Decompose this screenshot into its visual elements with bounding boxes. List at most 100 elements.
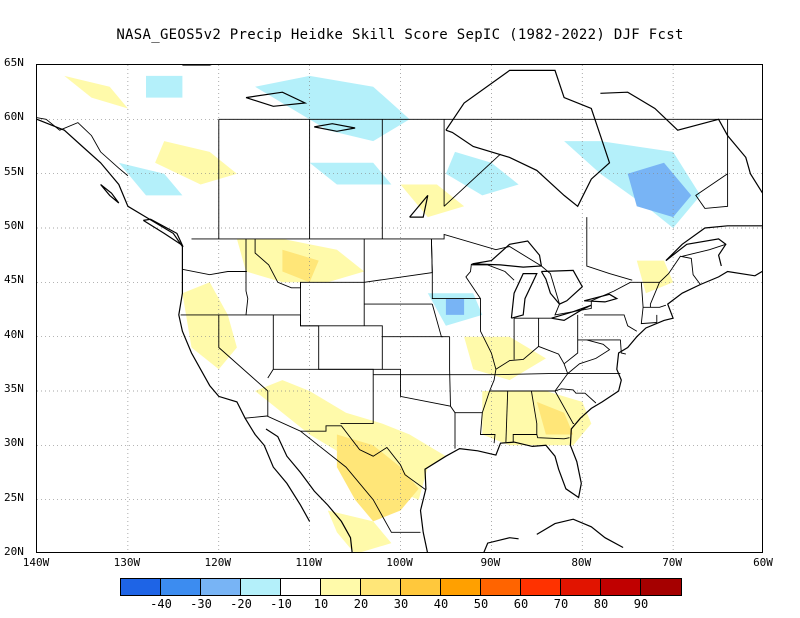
skill-region — [282, 249, 319, 283]
state-border — [567, 339, 611, 374]
skill-region — [64, 75, 128, 109]
skill-region — [445, 298, 465, 315]
legend-label: -10 — [270, 597, 292, 611]
coastline — [536, 518, 624, 549]
skill-region — [627, 162, 692, 218]
coastline — [142, 218, 184, 248]
skill-region — [445, 151, 519, 196]
color-legend — [120, 578, 682, 596]
latitude-label: 45N — [4, 273, 24, 287]
legend-swatch — [401, 579, 441, 595]
skill-region — [482, 391, 592, 446]
latitude-label: 65N — [4, 56, 24, 69]
skill-region — [309, 162, 392, 185]
legend-swatch — [641, 579, 681, 595]
skill-region — [355, 467, 383, 500]
lake-outline — [510, 273, 538, 319]
state-border — [505, 390, 509, 443]
lake-outline — [472, 240, 543, 268]
skill-region — [464, 336, 546, 381]
latitude-label: 35N — [4, 382, 24, 395]
state-border — [563, 314, 579, 365]
skill-region — [255, 75, 410, 142]
state-border — [584, 314, 638, 332]
longitude-label: 70W — [662, 556, 683, 569]
legend-label: 20 — [353, 597, 369, 611]
legend-swatch — [201, 579, 241, 595]
legend-label: 30 — [393, 597, 409, 611]
longitude-label: 60W — [753, 556, 773, 569]
lake-outline — [314, 123, 356, 132]
skill-region — [400, 184, 465, 218]
legend-swatch — [601, 579, 641, 595]
legend-label: -30 — [190, 597, 212, 611]
state-border — [489, 373, 569, 392]
latitude-label: 25N — [4, 490, 24, 504]
legend-swatch — [441, 579, 481, 595]
skill-region — [536, 401, 574, 435]
map-canvas — [37, 65, 762, 552]
state-border — [443, 153, 501, 207]
state-border — [640, 282, 657, 325]
skill-region — [155, 141, 237, 185]
skill-region — [182, 282, 237, 370]
state-border — [218, 314, 269, 416]
state-border — [245, 415, 427, 491]
longitude-label: 80W — [571, 556, 592, 569]
state-border — [191, 233, 701, 316]
skill-region — [146, 75, 183, 98]
legend-swatch — [521, 579, 561, 595]
legend-label: 70 — [553, 597, 569, 611]
coastline — [419, 270, 762, 552]
longitude-label: 140W — [22, 556, 50, 569]
legend-label: 60 — [513, 597, 529, 611]
lake-outline — [409, 195, 429, 218]
state-border — [643, 304, 667, 308]
legend-label: -20 — [230, 597, 252, 611]
latitude-label: 40N — [4, 327, 24, 341]
state-border — [649, 282, 660, 308]
latitude-label: 55N — [4, 164, 24, 178]
state-border — [471, 263, 515, 281]
state-border — [586, 217, 633, 281]
state-border — [267, 314, 274, 379]
latitude-label: 60N — [4, 110, 24, 124]
coastline — [445, 69, 611, 208]
state-border — [554, 388, 597, 404]
longitude-label: 120W — [204, 556, 232, 569]
coastline — [665, 225, 762, 267]
legend-swatch — [361, 579, 401, 595]
state-border — [536, 434, 570, 440]
map-title: NASA_GEOS5v2 Precip Heidke Skill Score S… — [116, 27, 684, 43]
state-border — [682, 243, 726, 257]
lake-outline — [540, 269, 584, 305]
legend-label: -40 — [150, 597, 172, 611]
coastline — [37, 118, 311, 522]
state-border — [577, 339, 627, 355]
longitude-label: 110W — [295, 556, 322, 569]
state-border — [430, 238, 481, 300]
legend-swatch — [161, 579, 201, 595]
legend-swatch — [281, 579, 321, 595]
skill-region — [327, 510, 392, 552]
legend-label: 40 — [433, 597, 449, 611]
longitude-label: 130W — [113, 556, 141, 569]
legend-swatch — [121, 579, 161, 595]
state-border — [449, 336, 451, 407]
coastline — [483, 537, 519, 552]
state-border — [300, 430, 421, 533]
legend-label: 10 — [313, 597, 329, 611]
state-border — [245, 238, 249, 315]
state-border — [373, 373, 621, 376]
lake-outline — [583, 293, 619, 303]
legend-swatch — [241, 579, 281, 595]
lake-outline — [551, 304, 592, 322]
state-border — [554, 390, 575, 425]
coastline — [265, 428, 353, 552]
longitude-label: 90W — [480, 556, 501, 569]
state-border — [695, 119, 729, 209]
state-border — [37, 117, 129, 177]
latitude-label: 30N — [4, 436, 24, 450]
state-border — [364, 238, 433, 283]
legend-swatch — [481, 579, 521, 595]
